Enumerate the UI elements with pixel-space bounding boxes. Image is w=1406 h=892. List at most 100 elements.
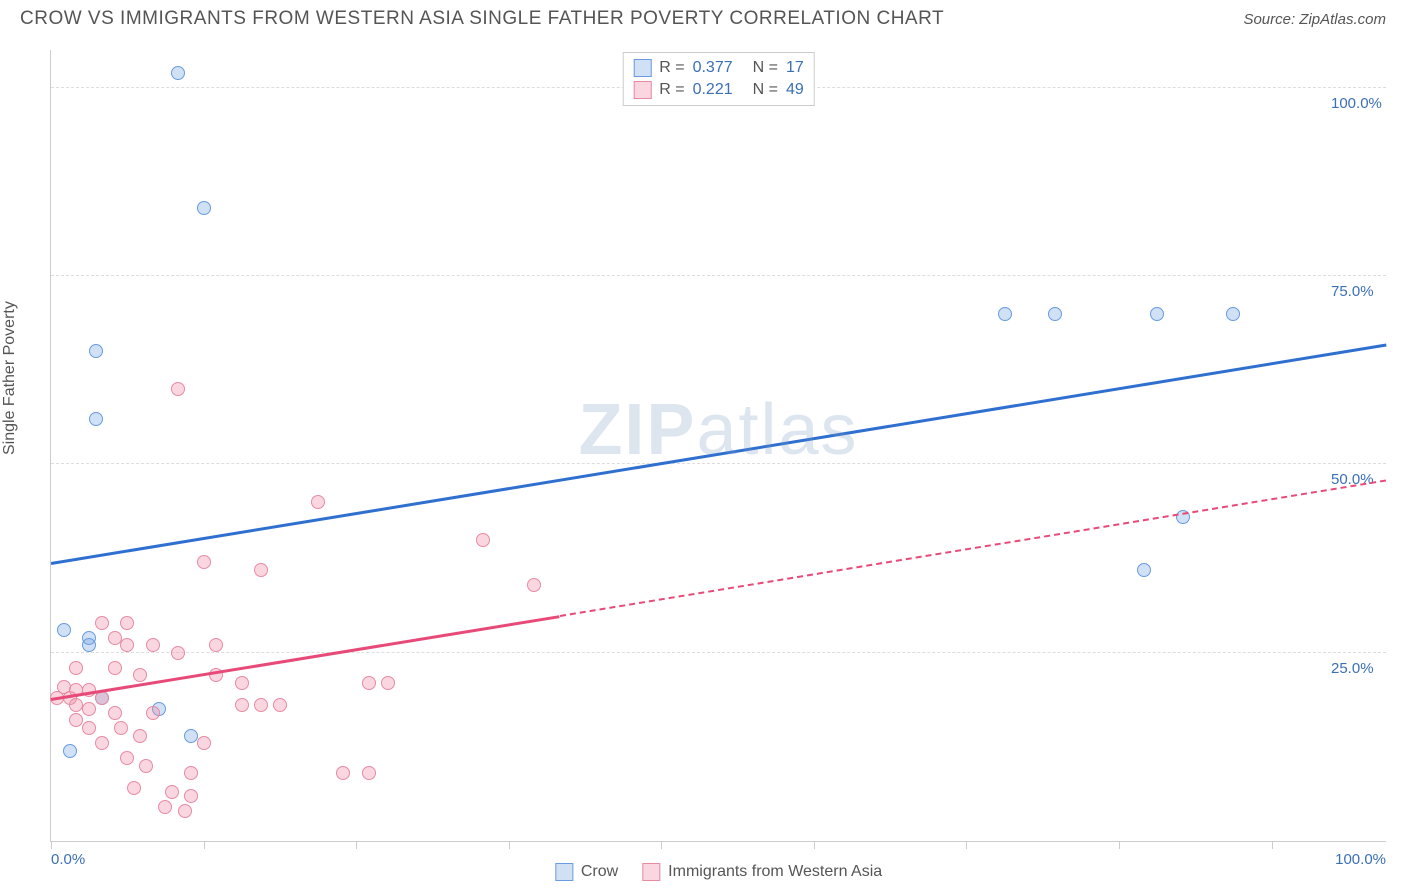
y-tick-label: 100.0% <box>1331 95 1382 112</box>
data-point <box>95 616 109 630</box>
data-point <box>273 698 287 712</box>
y-tick-label: 75.0% <box>1331 283 1374 300</box>
data-point <box>476 533 490 547</box>
data-point <box>1137 563 1151 577</box>
y-tick-label: 25.0% <box>1331 660 1374 677</box>
data-point <box>197 555 211 569</box>
data-point <box>69 713 83 727</box>
y-axis-title: Single Father Poverty <box>1 301 19 455</box>
data-point <box>139 759 153 773</box>
legend-n-value: 49 <box>786 81 804 99</box>
chart-header: CROW VS IMMIGRANTS FROM WESTERN ASIA SIN… <box>0 0 1406 34</box>
data-point <box>120 616 134 630</box>
data-point <box>235 676 249 690</box>
data-point <box>381 676 395 690</box>
data-point <box>165 785 179 799</box>
data-point <box>171 66 185 80</box>
data-point <box>311 495 325 509</box>
legend-swatch <box>642 863 660 881</box>
data-point <box>197 201 211 215</box>
data-point <box>178 804 192 818</box>
data-point <box>209 638 223 652</box>
data-point <box>82 702 96 716</box>
legend-series-name: Crow <box>581 863 618 881</box>
gridline <box>51 275 1386 276</box>
trend-line <box>51 344 1386 565</box>
data-point <box>120 751 134 765</box>
legend-r-label: R = <box>659 59 684 77</box>
data-point <box>120 638 134 652</box>
gridline <box>51 463 1386 464</box>
legend-item: Crow <box>555 863 618 881</box>
x-tick <box>509 841 510 849</box>
chart-source: Source: ZipAtlas.com <box>1243 11 1386 28</box>
data-point <box>158 800 172 814</box>
data-point <box>108 706 122 720</box>
x-min-label: 0.0% <box>51 851 85 868</box>
data-point <box>127 781 141 795</box>
x-tick <box>1119 841 1120 849</box>
x-tick <box>204 841 205 849</box>
chart-area: Single Father Poverty ZIPatlas R =0.377N… <box>50 50 1386 842</box>
data-point <box>336 766 350 780</box>
x-tick <box>51 841 52 849</box>
legend-item: Immigrants from Western Asia <box>642 863 882 881</box>
data-point <box>171 382 185 396</box>
data-point <box>89 344 103 358</box>
data-point <box>146 706 160 720</box>
legend-swatch <box>633 59 651 77</box>
data-point <box>82 638 96 652</box>
data-point <box>108 661 122 675</box>
data-point <box>184 766 198 780</box>
data-point <box>184 729 198 743</box>
data-point <box>1048 307 1062 321</box>
x-tick <box>661 841 662 849</box>
legend-n-label: N = <box>753 81 778 99</box>
data-point <box>146 638 160 652</box>
data-point <box>133 729 147 743</box>
data-point <box>998 307 1012 321</box>
data-point <box>362 766 376 780</box>
x-max-label: 100.0% <box>1335 851 1386 868</box>
data-point <box>254 698 268 712</box>
data-point <box>114 721 128 735</box>
data-point <box>254 563 268 577</box>
data-point <box>108 631 122 645</box>
chart-title: CROW VS IMMIGRANTS FROM WESTERN ASIA SIN… <box>20 8 944 30</box>
trend-line <box>559 479 1386 617</box>
legend-row: R = 0.221 N = 49 <box>633 79 804 101</box>
legend-series-name: Immigrants from Western Asia <box>668 863 882 881</box>
series-legend: Crow Immigrants from Western Asia <box>555 863 882 881</box>
legend-r-value: 0.377 <box>693 59 733 77</box>
data-point <box>171 646 185 660</box>
data-point <box>82 721 96 735</box>
legend-r-value: 0.221 <box>693 81 733 99</box>
data-point <box>527 578 541 592</box>
legend-swatch <box>633 81 651 99</box>
data-point <box>89 412 103 426</box>
data-point <box>1150 307 1164 321</box>
data-point <box>1226 307 1240 321</box>
x-tick <box>966 841 967 849</box>
legend-row: R = 0.377 N = 17 <box>633 57 804 79</box>
legend-n-label: N = <box>753 59 778 77</box>
x-tick <box>356 841 357 849</box>
legend-swatch <box>555 863 573 881</box>
data-point <box>69 661 83 675</box>
data-point <box>197 736 211 750</box>
data-point <box>133 668 147 682</box>
data-point <box>184 789 198 803</box>
data-point <box>362 676 376 690</box>
data-point <box>235 698 249 712</box>
data-point <box>95 736 109 750</box>
watermark: ZIPatlas <box>578 389 858 471</box>
gridline <box>51 652 1386 653</box>
legend-r-label: R = <box>659 81 684 99</box>
data-point <box>57 623 71 637</box>
legend-n-value: 17 <box>786 59 804 77</box>
x-tick <box>1272 841 1273 849</box>
correlation-legend: R = 0.377 N = 17 R = 0.221 N = 49 <box>622 52 815 106</box>
data-point <box>63 744 77 758</box>
x-tick <box>814 841 815 849</box>
scatter-plot: ZIPatlas R =0.377N =17R =0.221N =49 Crow… <box>50 50 1386 842</box>
